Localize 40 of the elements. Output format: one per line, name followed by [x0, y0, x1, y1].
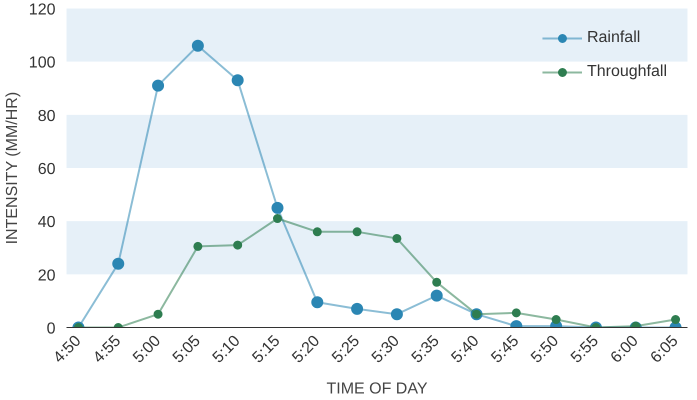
x-tick-label: 5:40 [448, 332, 483, 367]
x-tick-label: 5:10 [210, 332, 244, 367]
x-axis-title: TIME OF DAY [326, 380, 428, 398]
point [233, 240, 242, 250]
point [671, 315, 680, 324]
point [272, 214, 282, 223]
point [271, 202, 284, 214]
point [430, 290, 443, 302]
x-tick-label: 5:00 [130, 332, 164, 367]
point [152, 80, 164, 92]
y-tick-label: 100 [28, 54, 56, 72]
point [351, 302, 364, 315]
x-tick-label: 5:50 [528, 332, 562, 367]
legend-label: Throughfall [586, 63, 667, 81]
x-tick-label: 5:20 [289, 332, 324, 367]
point [192, 40, 204, 52]
point [392, 234, 402, 243]
x-tick-label: 4:55 [90, 332, 124, 367]
point [352, 227, 362, 236]
x-tick-label: 5:30 [368, 332, 403, 367]
legend-label: Rainfall [586, 29, 640, 47]
y-axis-title: INTENSITY (MM/HR) [4, 92, 21, 244]
y-tick-label: 120 [28, 2, 56, 18]
y-tick-label: 0 [46, 320, 56, 338]
y-tick-label: 80 [38, 108, 56, 125]
y-tick-label: 60 [38, 161, 56, 178]
y-tick-label: 20 [38, 267, 56, 284]
point [311, 296, 324, 308]
point [312, 227, 322, 236]
x-tick-label: 6:05 [648, 332, 682, 367]
point [232, 74, 244, 86]
point [390, 308, 403, 320]
point [112, 258, 124, 270]
x-tick-label: 6:00 [608, 332, 642, 367]
point [193, 242, 202, 251]
point [432, 278, 442, 287]
point [154, 310, 163, 319]
point [552, 315, 561, 324]
y-tick-label: 40 [38, 214, 56, 232]
point [512, 308, 521, 318]
